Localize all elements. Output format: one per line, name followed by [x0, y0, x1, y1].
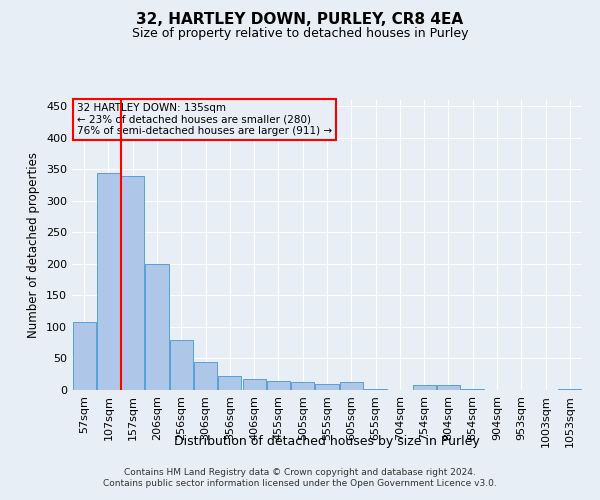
Y-axis label: Number of detached properties: Number of detached properties — [28, 152, 40, 338]
Bar — [461, 388, 484, 390]
Text: Size of property relative to detached houses in Purley: Size of property relative to detached ho… — [132, 28, 468, 40]
Text: Contains HM Land Registry data © Crown copyright and database right 2024.
Contai: Contains HM Land Registry data © Crown c… — [103, 468, 497, 487]
Bar — [145, 264, 169, 390]
Bar — [291, 382, 314, 390]
Bar — [170, 340, 193, 390]
Bar — [267, 381, 290, 390]
Bar — [194, 362, 217, 390]
Text: Distribution of detached houses by size in Purley: Distribution of detached houses by size … — [174, 435, 480, 448]
Text: 32, HARTLEY DOWN, PURLEY, CR8 4EA: 32, HARTLEY DOWN, PURLEY, CR8 4EA — [136, 12, 464, 28]
Bar — [364, 388, 387, 390]
Bar — [413, 385, 436, 390]
Bar — [218, 376, 241, 390]
Bar — [316, 384, 338, 390]
Bar — [121, 176, 144, 390]
Bar — [559, 388, 581, 390]
Bar — [73, 322, 95, 390]
Text: 32 HARTLEY DOWN: 135sqm
← 23% of detached houses are smaller (280)
76% of semi-d: 32 HARTLEY DOWN: 135sqm ← 23% of detache… — [77, 103, 332, 136]
Bar — [437, 385, 460, 390]
Bar — [340, 382, 363, 390]
Bar — [242, 380, 266, 390]
Bar — [97, 172, 120, 390]
